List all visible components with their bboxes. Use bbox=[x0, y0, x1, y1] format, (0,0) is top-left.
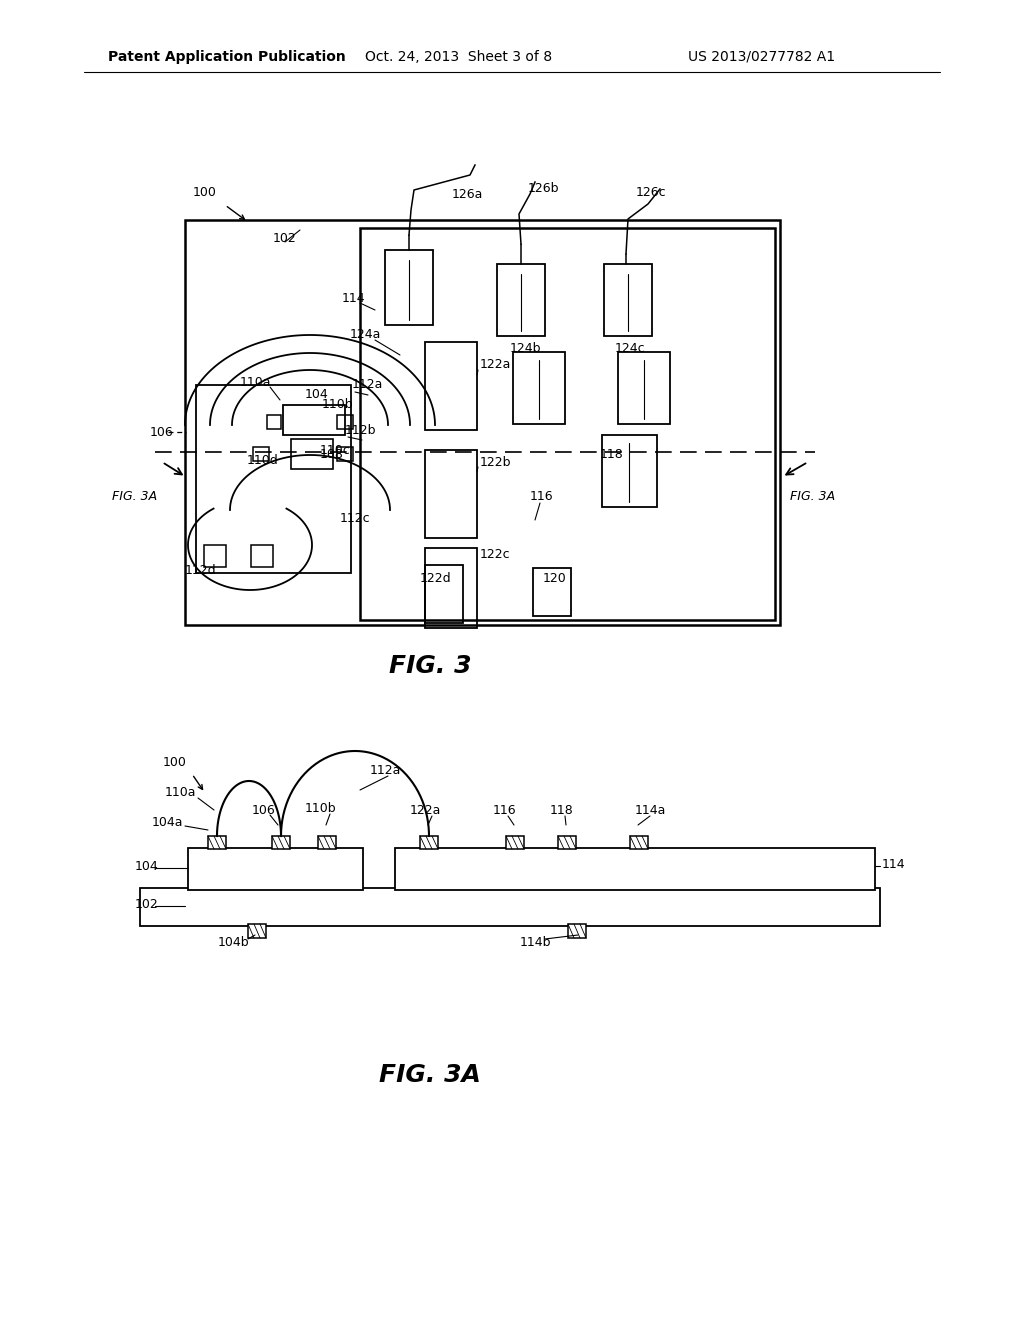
Text: 112c: 112c bbox=[340, 511, 371, 524]
Bar bbox=[513, 352, 565, 424]
Text: US 2013/0277782 A1: US 2013/0277782 A1 bbox=[688, 50, 836, 63]
Bar bbox=[534, 568, 571, 616]
Text: 106: 106 bbox=[150, 425, 174, 438]
Bar bbox=[630, 836, 648, 849]
Bar bbox=[360, 228, 775, 620]
Text: 106: 106 bbox=[252, 804, 275, 817]
Bar bbox=[251, 545, 273, 568]
Bar bbox=[291, 440, 333, 469]
Bar bbox=[337, 447, 353, 461]
Text: 114: 114 bbox=[342, 292, 366, 305]
Bar bbox=[425, 565, 463, 623]
Text: 122a: 122a bbox=[480, 359, 511, 371]
Bar bbox=[248, 924, 266, 939]
Text: 116: 116 bbox=[530, 491, 554, 503]
Text: FIG. 3A: FIG. 3A bbox=[790, 490, 836, 503]
Text: 104: 104 bbox=[305, 388, 329, 401]
Text: 102: 102 bbox=[135, 898, 159, 911]
Text: 124b: 124b bbox=[510, 342, 542, 355]
Bar bbox=[506, 836, 524, 849]
Bar bbox=[425, 450, 477, 539]
Text: 124c: 124c bbox=[615, 342, 645, 355]
Text: 104b: 104b bbox=[218, 936, 250, 949]
Text: 110b: 110b bbox=[305, 801, 337, 814]
Text: Patent Application Publication: Patent Application Publication bbox=[108, 50, 346, 63]
Text: 110d: 110d bbox=[247, 454, 279, 466]
Bar bbox=[283, 405, 345, 436]
Bar bbox=[204, 545, 226, 568]
Bar bbox=[618, 352, 670, 424]
Text: FIG. 3A: FIG. 3A bbox=[379, 1063, 481, 1086]
Text: 126a: 126a bbox=[452, 189, 483, 202]
Text: 112a: 112a bbox=[370, 763, 401, 776]
Text: 122d: 122d bbox=[420, 572, 452, 585]
Text: FIG. 3A: FIG. 3A bbox=[112, 490, 157, 503]
Text: 100: 100 bbox=[163, 755, 186, 768]
Bar bbox=[604, 264, 652, 337]
Text: 110a: 110a bbox=[240, 375, 271, 388]
Text: 114a: 114a bbox=[635, 804, 667, 817]
Bar bbox=[272, 836, 290, 849]
Text: 110b: 110b bbox=[322, 399, 353, 412]
Bar bbox=[337, 414, 353, 429]
Text: 110a: 110a bbox=[165, 787, 197, 800]
Bar bbox=[267, 414, 281, 429]
Bar bbox=[188, 847, 362, 890]
Text: 102: 102 bbox=[273, 231, 297, 244]
Bar bbox=[253, 447, 269, 461]
Text: 100: 100 bbox=[193, 186, 217, 198]
Text: 122c: 122c bbox=[480, 549, 511, 561]
Text: FIG. 3: FIG. 3 bbox=[389, 653, 471, 678]
Text: 116: 116 bbox=[493, 804, 517, 817]
Bar bbox=[385, 249, 433, 325]
Bar bbox=[395, 847, 874, 890]
Bar bbox=[208, 836, 226, 849]
Text: 114b: 114b bbox=[520, 936, 552, 949]
Text: 118: 118 bbox=[600, 449, 624, 462]
Text: 126c: 126c bbox=[636, 186, 667, 198]
Bar bbox=[425, 548, 477, 628]
Text: 112d: 112d bbox=[185, 564, 217, 577]
Text: 104a: 104a bbox=[152, 816, 183, 829]
Text: Oct. 24, 2013  Sheet 3 of 8: Oct. 24, 2013 Sheet 3 of 8 bbox=[365, 50, 552, 63]
Text: 124a: 124a bbox=[350, 329, 381, 342]
Bar bbox=[185, 220, 780, 624]
Bar bbox=[425, 342, 477, 430]
Bar bbox=[602, 436, 657, 507]
Bar bbox=[420, 836, 438, 849]
Text: 112b: 112b bbox=[345, 424, 377, 437]
Text: 126b: 126b bbox=[528, 181, 559, 194]
Bar bbox=[568, 924, 586, 939]
Text: 118: 118 bbox=[550, 804, 573, 817]
Text: 108: 108 bbox=[319, 449, 344, 462]
Text: 122b: 122b bbox=[480, 455, 512, 469]
Text: 122a: 122a bbox=[410, 804, 441, 817]
Text: 112a: 112a bbox=[352, 379, 383, 392]
Text: 104: 104 bbox=[135, 859, 159, 873]
Text: 110c: 110c bbox=[319, 444, 351, 457]
Bar bbox=[497, 264, 545, 337]
Text: 114: 114 bbox=[882, 858, 905, 870]
Bar bbox=[558, 836, 575, 849]
Text: 120: 120 bbox=[543, 572, 566, 585]
Bar bbox=[196, 385, 351, 573]
Bar bbox=[318, 836, 336, 849]
Bar bbox=[140, 888, 880, 927]
